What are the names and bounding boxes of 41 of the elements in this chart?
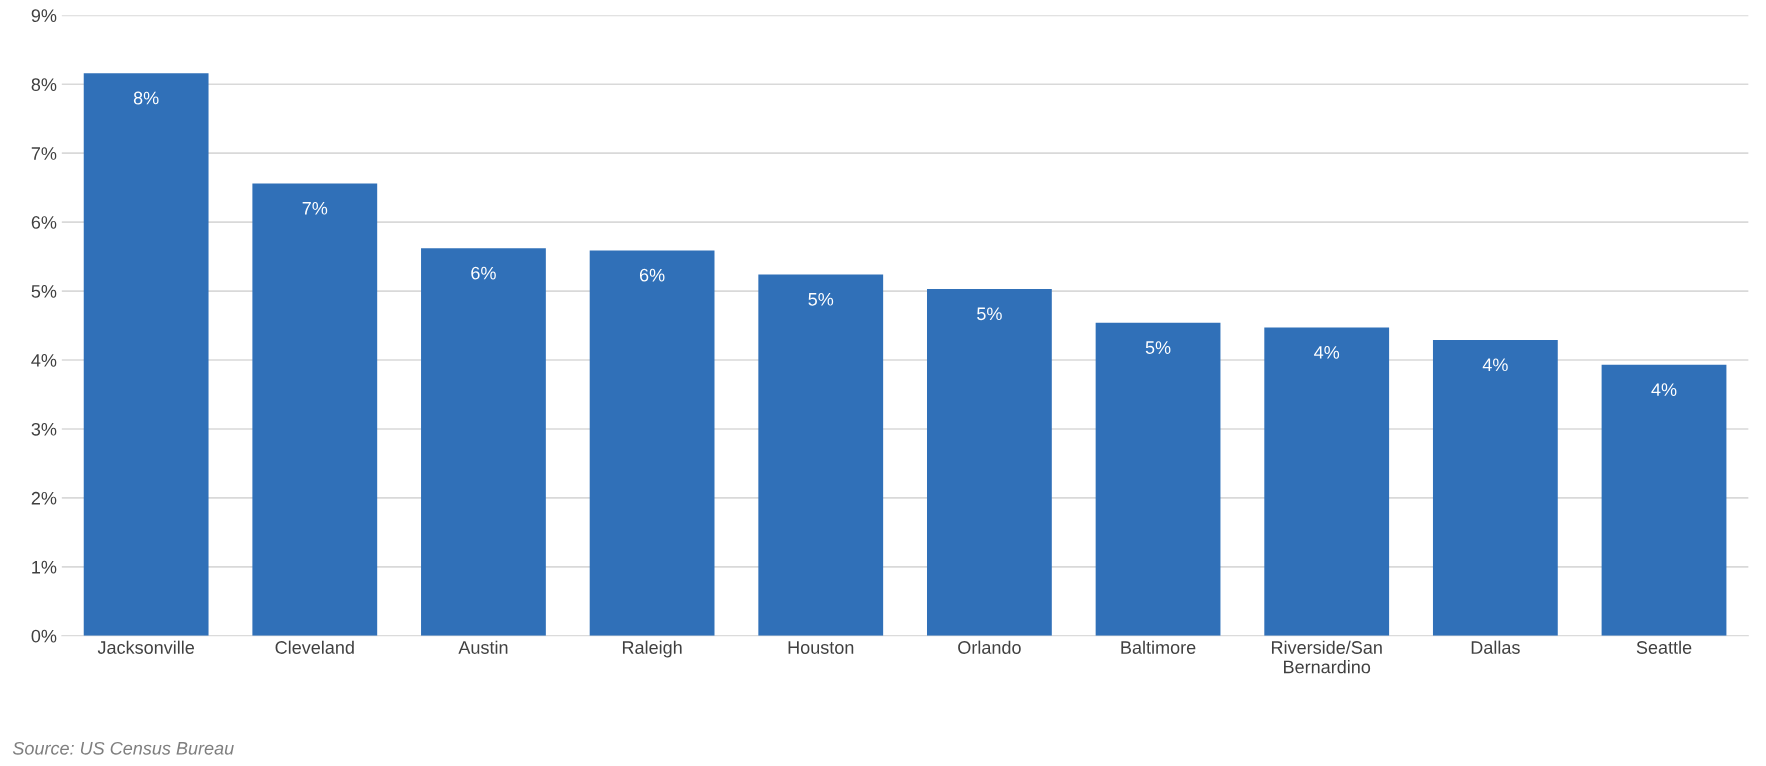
x-tick-label: Baltimore <box>1121 640 1196 654</box>
y-tick-label: 3% <box>31 422 57 436</box>
data-label: 4% <box>1651 383 1677 396</box>
bar <box>927 289 1052 636</box>
bar <box>589 250 715 636</box>
y-tick-label: 8% <box>31 78 57 91</box>
data-label: 4% <box>1314 346 1340 359</box>
bar <box>1601 364 1727 636</box>
x-tick-label: Jacksonville <box>97 640 195 654</box>
bar <box>83 73 209 636</box>
y-tick-label: 2% <box>31 491 57 505</box>
y-tick-label: 4% <box>31 354 57 367</box>
bar <box>1432 340 1558 636</box>
source-note: Source: US Census Bureau <box>12 741 234 755</box>
bar <box>1095 322 1221 636</box>
x-tick-label: Riverside/San Bernardino <box>1271 640 1382 674</box>
data-label: 6% <box>471 266 496 280</box>
x-tick-label: Raleigh <box>622 640 682 658</box>
data-label: 4% <box>1482 358 1508 372</box>
x-tick-label: Orlando <box>958 640 1021 654</box>
bar <box>421 248 546 636</box>
x-tick-label: Cleveland <box>275 640 354 654</box>
bar <box>758 274 884 636</box>
data-label: 8% <box>133 91 159 105</box>
y-tick-label: 1% <box>32 560 57 574</box>
x-tick-label: Austin <box>458 640 508 654</box>
x-tick-label: Seattle <box>1636 640 1692 654</box>
data-label: 7% <box>302 201 328 215</box>
data-label: 6% <box>639 268 665 282</box>
x-tick-label: Dallas <box>1471 640 1520 654</box>
y-tick-label: 9% <box>31 9 57 23</box>
y-tick-label: 5% <box>31 285 57 298</box>
data-label: 5% <box>1145 341 1171 354</box>
y-tick-label: 6% <box>31 216 57 229</box>
data-label: 5% <box>977 307 1002 321</box>
bar <box>252 183 378 636</box>
y-tick-label: 7% <box>31 147 57 160</box>
y-tick-label: 0% <box>31 629 57 643</box>
x-tick-label: Houston <box>788 641 854 654</box>
data-label: 5% <box>808 292 834 306</box>
bar <box>1264 327 1390 636</box>
